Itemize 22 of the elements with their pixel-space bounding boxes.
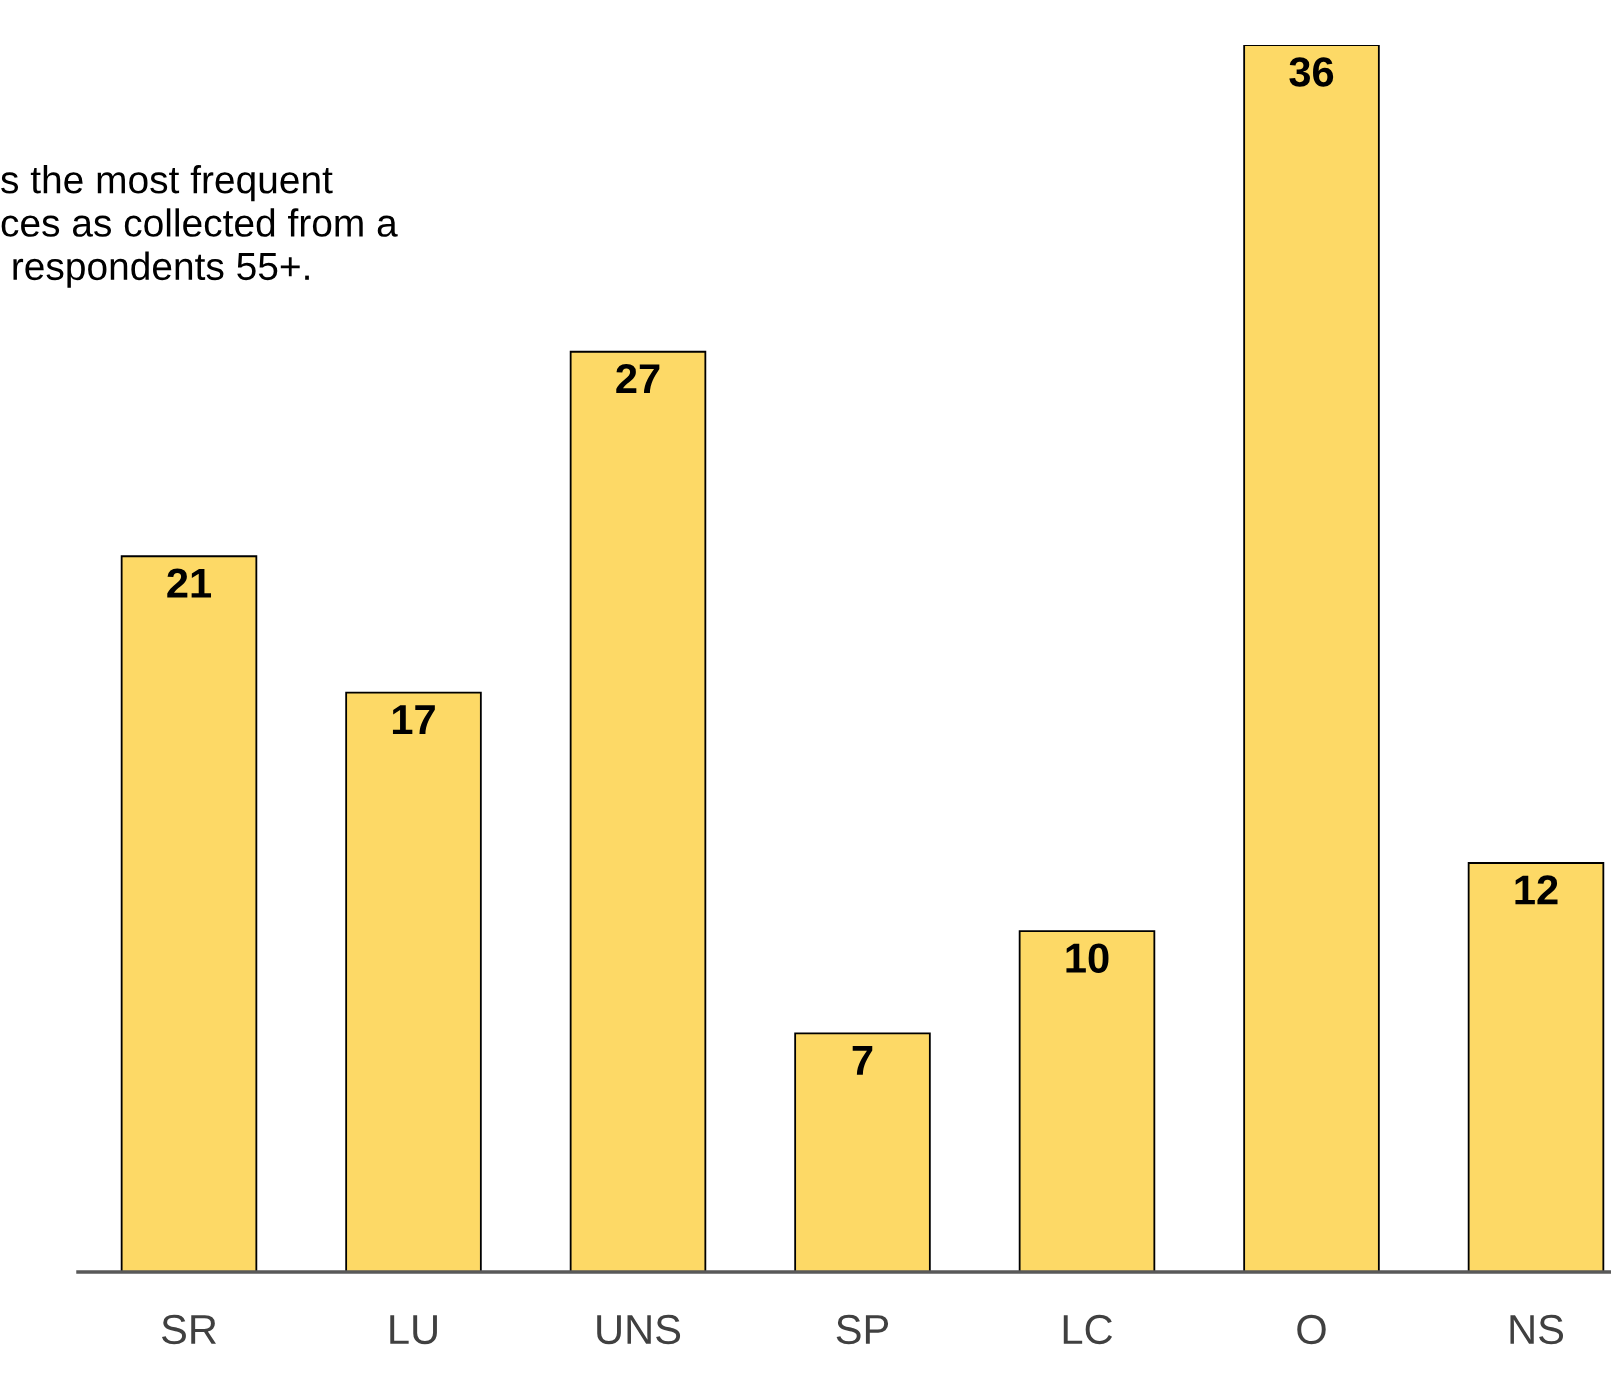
data-label: 10 (1066, 943, 1109, 973)
bar (1243, 45, 1380, 1272)
x-tick-label: LC (1063, 1314, 1113, 1345)
x-tick-label: UNS (597, 1314, 681, 1345)
x-tick-label: SP (836, 1314, 889, 1345)
data-label: 36 (1289, 57, 1334, 87)
bar (1018, 930, 1156, 1272)
data-label: 21 (167, 568, 212, 598)
x-tick-label: SR (161, 1314, 217, 1345)
annotation: s the most frequent ces as collected from a respondents 55+. (1, 165, 398, 288)
bar (345, 691, 482, 1272)
x-tick-label: NS (1510, 1314, 1564, 1345)
bar (794, 1032, 931, 1272)
data-label: 12 (1515, 875, 1558, 905)
bar (120, 555, 258, 1272)
bar (569, 350, 707, 1272)
bar (1467, 862, 1605, 1272)
data-label: 17 (392, 705, 435, 734)
x-tick-label: LU (390, 1315, 437, 1345)
data-label: 7 (852, 1046, 873, 1075)
x-tick-label: O (1297, 1314, 1326, 1345)
data-label: 27 (616, 363, 660, 394)
